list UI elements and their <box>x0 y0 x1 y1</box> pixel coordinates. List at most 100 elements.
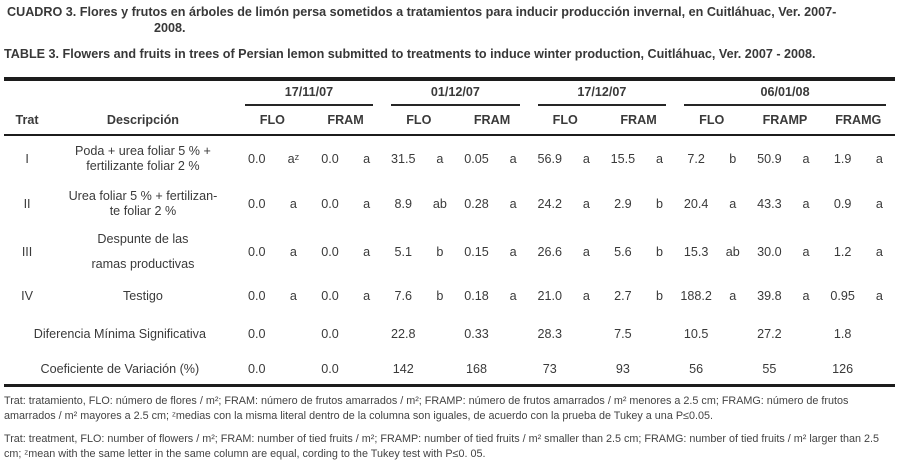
summary-value: 55 <box>762 361 777 376</box>
value-cell: 0.28 <box>464 196 489 211</box>
letter-cell: a <box>875 151 883 166</box>
summary-value: 0.33 <box>464 326 489 341</box>
value-cell: 0.95 <box>830 289 855 304</box>
summary-row-lsd: Diferencia Mínima Significativa 0.0 0.0 … <box>4 314 895 353</box>
letter-cell: a <box>582 245 590 260</box>
letter-cell: a <box>289 289 297 304</box>
summary-value: 0.0 <box>248 361 266 376</box>
summary-value: 126 <box>832 361 854 376</box>
summary-value: 0.0 <box>321 326 339 341</box>
treatment-id: IV <box>21 289 34 304</box>
value-cell: 50.9 <box>757 151 782 166</box>
letter-cell: a <box>363 196 371 211</box>
value-cell: 8.9 <box>394 196 412 211</box>
value-cell: 0.0 <box>248 289 266 304</box>
value-cell: 0.9 <box>833 196 852 211</box>
treatment-id: III <box>21 245 33 260</box>
letter-cell: a <box>875 289 883 304</box>
value-cell: 188.2 <box>680 289 712 304</box>
value-cell: 43.3 <box>757 196 782 211</box>
value-cell: 0.18 <box>464 289 489 304</box>
letter-cell: a <box>656 151 664 166</box>
summary-label: Coeficiente de Variación (%) <box>40 361 200 376</box>
letter-cell: b <box>436 245 444 260</box>
value-cell: 0.0 <box>321 151 339 166</box>
value-cell: 0.0 <box>321 196 339 211</box>
date-label: 17/11/07 <box>284 85 334 100</box>
date-label: 06/01/08 <box>760 85 810 100</box>
summary-value: 142 <box>392 361 414 376</box>
empty-cell <box>864 353 895 386</box>
empty-cell <box>717 353 748 386</box>
letter-cell: a <box>509 151 517 166</box>
value-cell: 21.0 <box>537 289 562 304</box>
letter-cell: a <box>729 196 737 211</box>
letter-cell: ab <box>725 245 740 260</box>
letter-cell: a <box>289 196 297 211</box>
treatment-description: Despunte de las ramas productivas <box>91 231 195 272</box>
treatment-description: Poda + urea foliar 5 % + fertilizante fo… <box>75 143 211 173</box>
letter-cell: a <box>509 196 517 211</box>
date-label: 17/12/07 <box>577 85 627 100</box>
letter-cell: a <box>729 289 737 304</box>
value-cell: 0.0 <box>321 289 339 304</box>
value-cell: 2.7 <box>614 289 632 304</box>
letter-cell: a <box>289 245 297 260</box>
empty-cell <box>278 353 309 386</box>
letter-cell: a <box>875 196 883 211</box>
column-header-flo: FLO <box>382 106 456 137</box>
letter-cell: a <box>802 196 810 211</box>
treatment-id: II <box>23 196 31 211</box>
letter-cell: ab <box>432 196 447 211</box>
empty-cell <box>498 314 529 353</box>
treatment-id: I <box>25 151 29 166</box>
letter-cell: a <box>509 245 517 260</box>
value-cell: 26.6 <box>537 245 562 260</box>
empty-cell <box>717 314 748 353</box>
column-header-flo: FLO <box>235 106 309 137</box>
letter-cell: b <box>656 289 664 304</box>
letter-cell: b <box>656 196 664 211</box>
letter-cell: a <box>875 245 883 260</box>
date-group-header: 06/01/08 <box>675 79 895 107</box>
letter-cell: b <box>656 245 664 260</box>
summary-value: 0.0 <box>248 326 266 341</box>
column-header-framg: FRAMG <box>821 106 895 137</box>
value-cell: 0.0 <box>248 196 266 211</box>
summary-value: 0.0 <box>321 361 339 376</box>
treatment-description: Testigo <box>122 288 163 303</box>
column-header-row: Trat Descripción FLO FRAM FLO FRAM FLO F… <box>4 106 895 137</box>
empty-cell <box>790 353 821 386</box>
date-group-header: 17/12/07 <box>529 79 675 107</box>
summary-value: 27.2 <box>757 326 782 341</box>
date-label: 01/12/07 <box>430 85 480 100</box>
empty-cell <box>644 353 675 386</box>
value-cell: 5.1 <box>394 245 412 260</box>
letter-cell: b <box>436 289 444 304</box>
column-header-flo: FLO <box>528 106 602 137</box>
corner-spacer <box>4 79 236 106</box>
column-header-flo: FLO <box>675 106 749 137</box>
empty-cell <box>278 314 309 353</box>
summary-value: 7.5 <box>614 326 632 341</box>
value-cell: 39.8 <box>757 289 782 304</box>
value-cell: 7.6 <box>394 289 412 304</box>
footnote-spanish: Trat: tratamiento, FLO: número de flores… <box>4 395 849 423</box>
value-cell: 30.0 <box>757 245 782 260</box>
summary-value: 28.3 <box>537 326 562 341</box>
summary-value: 10.5 <box>683 326 709 341</box>
letter-cell: b <box>729 151 737 166</box>
value-cell: 15.5 <box>610 151 636 166</box>
letter-cell: a <box>802 245 810 260</box>
summary-row-cv: Coeficiente de Variación (%) 0.0 0.0 142… <box>4 353 895 386</box>
value-cell: 7.2 <box>687 151 705 166</box>
caption-english: TABLE 3. Flowers and fruits in trees of … <box>4 46 816 61</box>
empty-cell <box>498 353 529 386</box>
empty-cell <box>790 314 821 353</box>
value-cell: 5.6 <box>614 245 632 260</box>
value-cell: 31.5 <box>390 151 416 166</box>
letter-cell: a <box>802 289 810 304</box>
treatment-row: I Poda + urea foliar 5 % + fertilizante … <box>4 135 895 181</box>
column-header-descripcion: Descripción <box>50 106 236 137</box>
